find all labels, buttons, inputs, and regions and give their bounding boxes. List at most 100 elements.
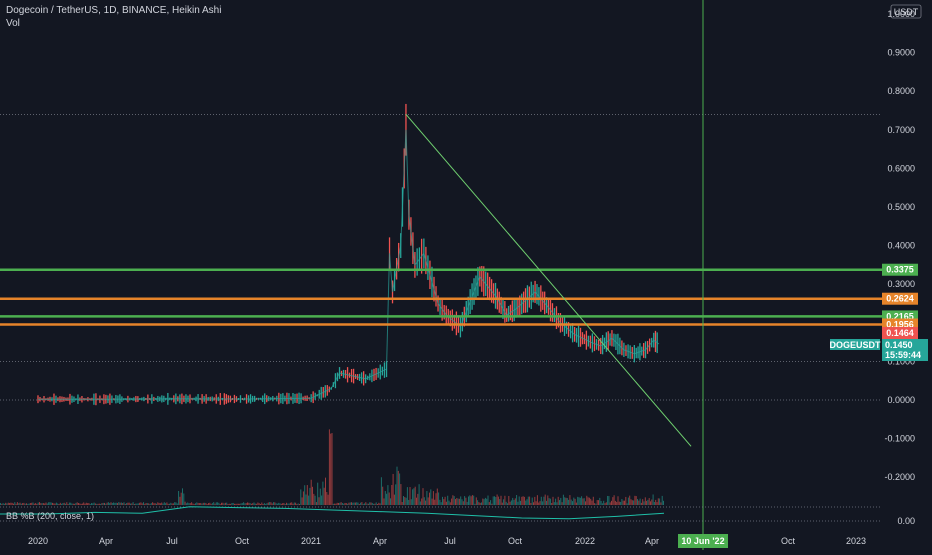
volume-bar [284,503,286,505]
volume-bar [631,500,633,505]
volume-bar [617,496,619,505]
volume-bar [37,502,39,505]
volume-bar [256,503,258,505]
volume-bar [197,502,199,505]
volume-bar [237,503,239,505]
volume-bar [481,502,482,505]
volume-bar [464,496,466,505]
volume-bar [267,502,269,505]
volume-bar [141,503,143,505]
volume-bar [163,502,165,505]
y-tick-label: 0.9000 [887,48,915,58]
volume-bar [482,498,484,505]
volume-bar [551,502,553,505]
volume-bar [555,498,557,505]
volume-bar [114,502,116,505]
volume-bar [254,503,256,505]
volume-bar [388,492,390,505]
volume-bar [224,502,226,505]
volume-bar [39,502,40,505]
volume-bar [538,502,540,505]
volume-bar [572,501,573,505]
volume-bar [419,501,421,505]
volume-bar [406,487,408,505]
volume-bar [436,488,438,505]
volume-bar [297,503,299,505]
volume-bar [214,503,216,505]
volume-bar [473,495,475,505]
volume-bar [45,502,47,505]
volume-bar [530,502,532,505]
volume-bar [452,495,454,505]
volume-bar [244,503,246,505]
volume-bar [497,496,499,505]
volume-bar [115,502,117,505]
volume-bar [483,499,485,505]
volume-bar [594,503,596,505]
volume-bar [634,495,636,505]
volume-bar [182,488,183,505]
volume-bar [332,503,334,505]
volume-bar [184,501,186,505]
volume-bar [382,486,384,505]
volume-bar [218,502,220,505]
volume-bar [208,503,209,505]
volume-bar [525,500,527,505]
volume-bar [354,502,356,505]
volume-bar [153,503,155,505]
volume-bar [113,502,115,505]
volume-bar [213,502,215,505]
volume-bar [570,499,572,505]
volume-bar [301,497,303,505]
volume-bar [137,503,139,505]
volume-bar [68,502,70,505]
volume-bar [330,433,332,505]
volume-bar [80,503,82,505]
volume-bar [93,502,95,505]
volume-bar [608,496,610,505]
volume-bar [20,503,22,505]
volume-bar [403,496,404,505]
volume-bar [396,466,398,505]
volume-bar [509,501,511,505]
volume-bar [642,499,644,505]
volume-bar [308,495,310,505]
volume-bar [14,502,16,505]
symbol-tag-label: DOGEUSDT [829,340,881,350]
volume-bar [516,495,518,505]
volume-bar [358,503,360,505]
volume-bar [187,502,189,505]
volume-bar [156,503,157,505]
last-price-tag-bg [882,339,928,361]
volume-bar [314,495,316,505]
volume-bar [310,479,312,505]
volume-bar [152,502,154,505]
volume-bar [380,477,382,505]
volume-bar [471,495,473,505]
volume-bar [390,498,391,505]
volume-bar [139,502,141,505]
volume-bar [327,494,329,505]
x-highlight-bg [677,534,728,548]
volume-bar [127,502,129,505]
volume-bar [105,503,107,505]
x-tick-label: Oct [781,536,796,546]
volume-bar [50,502,52,505]
y-tick-label: 0.3000 [887,279,915,289]
volume-bar [455,499,456,505]
volume-bar [533,502,534,505]
volume-bar [196,502,198,505]
volume-bar [32,502,34,505]
volume-bar [135,503,137,505]
volume-bar [282,503,284,505]
volume-bar [371,502,373,505]
volume-bar [449,502,451,505]
volume-bar [427,497,429,505]
volume-bar [13,503,14,505]
volume-bar [417,493,419,505]
volume-bar [565,497,567,505]
volume-bar [544,494,546,505]
volume-bar [23,502,25,505]
